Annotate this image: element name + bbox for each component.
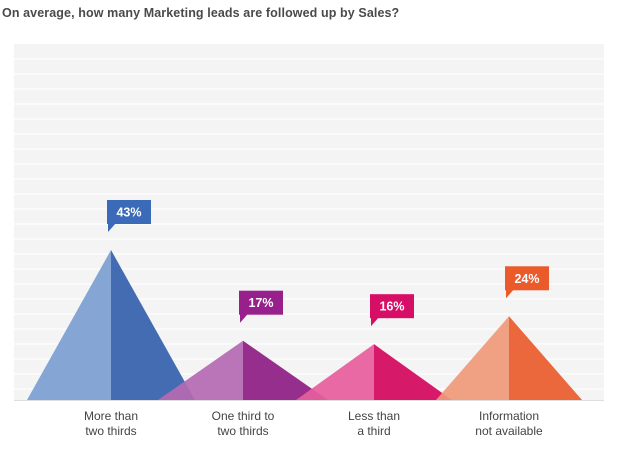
peak-1-left xyxy=(27,250,111,400)
callout-box xyxy=(505,266,549,291)
peak-4-left xyxy=(436,316,509,400)
category-label: two thirds xyxy=(85,424,136,438)
value-callout-2: 17% xyxy=(239,290,283,323)
callout-pointer xyxy=(108,223,116,232)
value-label: 43% xyxy=(116,206,141,220)
peak-3-right xyxy=(374,344,452,400)
callout-box xyxy=(107,200,151,224)
peak-2-left xyxy=(158,340,243,400)
category-label: a third xyxy=(357,424,390,438)
peak-3-left xyxy=(296,344,374,400)
peak-1-right xyxy=(111,250,195,400)
peak-4-right xyxy=(509,316,582,400)
category-label: two thirds xyxy=(217,424,268,438)
peak-2-right xyxy=(243,340,328,400)
callout-box xyxy=(239,290,283,315)
category-label: More than xyxy=(84,409,138,423)
callout-pointer xyxy=(506,289,514,299)
callout-pointer xyxy=(240,313,248,323)
value-label: 16% xyxy=(379,300,404,314)
chart-title: On average, how many Marketing leads are… xyxy=(2,6,400,20)
category-label: Less than xyxy=(348,409,400,423)
callout-pointer xyxy=(371,317,379,327)
category-label: not available xyxy=(475,424,543,438)
value-callout-1: 43% xyxy=(107,200,151,232)
category-label: Information xyxy=(479,409,539,423)
category-label: One third to xyxy=(212,409,275,423)
value-label: 17% xyxy=(248,296,273,310)
value-callout-3: 16% xyxy=(370,294,414,327)
value-callout-4: 24% xyxy=(505,266,549,299)
value-label: 24% xyxy=(514,272,539,286)
callout-box xyxy=(370,294,414,319)
